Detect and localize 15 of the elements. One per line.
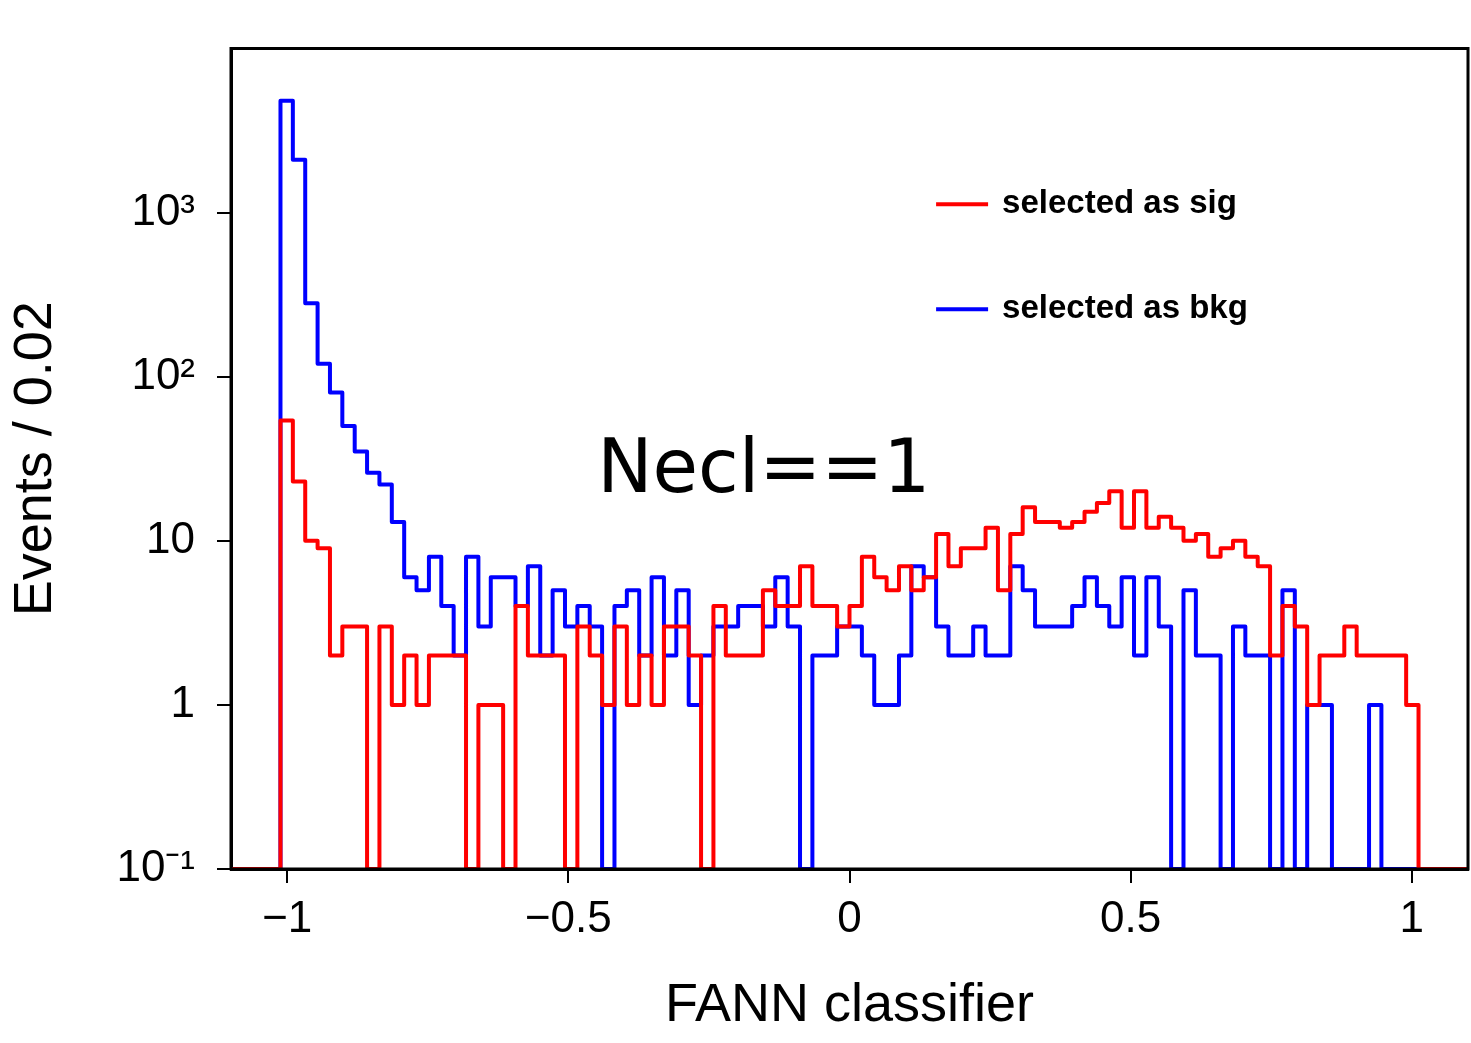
x-axis-title: FANN classifier: [664, 972, 1035, 1033]
y-tick-label: 10⁻¹: [116, 841, 195, 891]
x-tick-label: −0.5: [524, 891, 612, 941]
legend-label: selected as sig: [1002, 183, 1237, 221]
y-axis-title: Events / 0.02: [2, 301, 63, 617]
x-tick-label: −1: [262, 891, 313, 941]
annotation: Necl==1: [597, 422, 931, 509]
y-tick-label: 1: [170, 677, 195, 727]
y-tick-label: 10²: [131, 348, 195, 398]
y-tick-label: 10³: [131, 184, 195, 234]
y-tick-label: 10: [146, 512, 195, 562]
x-tick-label: 0.5: [1100, 891, 1162, 941]
x-tick-label: 0: [837, 891, 862, 941]
legend-label: selected as bkg: [1002, 288, 1248, 326]
x-tick-label: 1: [1399, 891, 1425, 941]
